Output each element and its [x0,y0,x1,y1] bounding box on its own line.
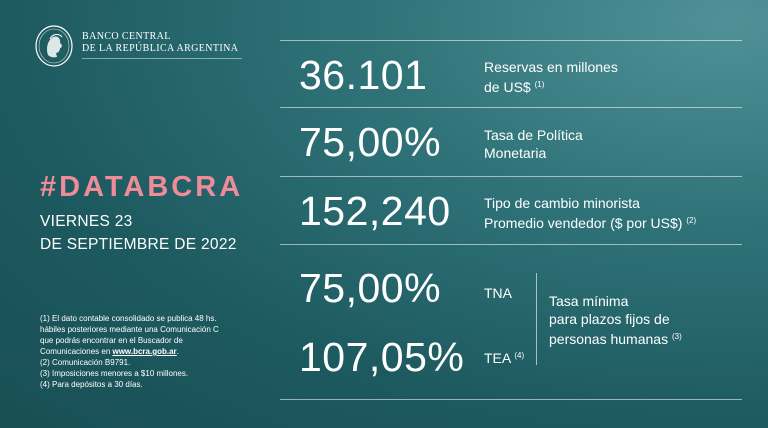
tea-note-ref: (4) [514,351,525,360]
reserves-label: Reservas en millones de US$ (1) [484,58,618,96]
fixed-term-line1: Tasa mínima [549,293,629,309]
footnote-3: (3) Imposiciones menores a $10 millones. [40,369,189,378]
reserves-note-ref: (1) [534,80,545,89]
policy-rate-value: 75,00% [299,119,442,165]
footnote-2: (2) Comunicación B9791. [40,358,131,367]
exchange-rate-label-unit: Promedio vendedor ($ por US$) [484,215,683,231]
exchange-rate-label-line1: Tipo de cambio minorista [484,195,640,211]
fixed-term-label: Tasa mínima para plazos fijos de persona… [549,292,682,348]
footnote-1d-suffix: . [176,347,179,356]
exchange-rate-label: Tipo de cambio minorista Promedio vended… [484,194,696,232]
divider-bottom [280,399,742,400]
exchange-note-ref: (2) [686,216,697,225]
footnotes: (1) El dato contable consolidado se publ… [40,313,270,390]
bcra-medallion-logo [35,25,73,67]
fixed-term-line3: personas humanas (3) [549,328,682,348]
exchange-rate-label-line2: Promedio vendedor ($ por US$) (2) [484,212,696,232]
divider-top [280,40,742,41]
footnote-4: (4) Para depósitos a 30 días. [40,380,143,389]
policy-rate-label: Tasa de Política Monetaria [484,126,583,162]
tea-label: TEA (4) [484,350,524,366]
bank-name: BANCO CENTRAL DE LA REPÚBLICA ARGENTINA [82,31,238,55]
footnote-1b: hábiles posteriores mediante una Comunic… [40,325,219,334]
tna-value: 75,00% [299,265,442,311]
policy-rate-label-line1: Tasa de Política [484,127,583,143]
divider-1 [280,107,742,108]
fixed-term-note-ref: (3) [671,332,682,341]
footnote-1a: (1) El dato contable consolidado se publ… [40,314,217,323]
logo-divider [82,58,242,59]
divider-2 [280,176,742,177]
reserves-label-unit: de US$ [484,79,531,95]
tna-label: TNA [484,285,512,301]
hashtag-title: #DATABCRA [40,171,244,203]
footnote-1d-prefix: Comunicaciones en [40,347,113,356]
reserves-label-line2: de US$ (1) [484,76,618,96]
divider-3 [280,244,742,245]
bank-name-line2: DE LA REPÚBLICA ARGENTINA [82,43,239,54]
footnote-1c: que podrás encontrar en el Buscador de [40,336,183,345]
fixed-term-line3-text: personas humanas [549,331,669,347]
date-full: DE SEPTIEMBRE DE 2022 [40,236,237,253]
reserves-value: 36.101 [299,52,428,98]
tea-value: 107,05% [299,334,465,380]
bank-name-line1: BANCO CENTRAL [82,31,171,42]
bcra-website-link[interactable]: www.bcra.gob.ar [112,347,177,356]
policy-rate-label-line2: Monetaria [484,145,547,161]
reserves-label-line1: Reservas en millones [484,59,618,75]
tea-label-text: TEA [484,350,511,366]
date-weekday: VIERNES 23 [40,213,133,230]
bracket-divider [536,273,537,365]
footnote-1d: Comunicaciones en www.bcra.gob.ar. [40,346,270,357]
fixed-term-line2: para plazos fijos de [549,311,670,327]
exchange-rate-value: 152,240 [299,188,451,234]
